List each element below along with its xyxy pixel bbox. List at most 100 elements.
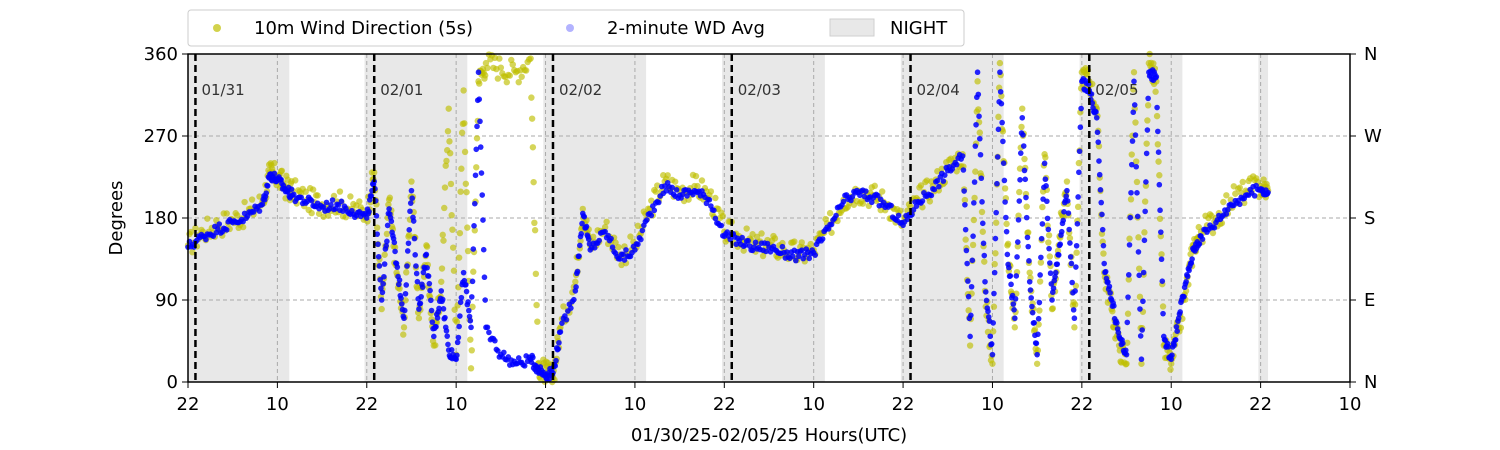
data-point [388,218,395,225]
data-point [1019,105,1026,112]
data-point [379,289,386,296]
data-point [428,307,435,314]
data-point [336,188,344,195]
data-point [1016,165,1024,172]
x-tick-label: 10 [981,394,1004,415]
data-point [470,246,477,252]
data-point [1133,158,1140,165]
data-point [233,212,241,219]
data-point [940,178,947,184]
data-point [1154,104,1160,111]
data-point [1003,228,1010,235]
data-point [673,187,680,193]
data-point [1127,196,1135,203]
data-point [1135,234,1142,241]
data-point [256,208,263,214]
data-point [863,188,869,194]
day-marker-label: 02/01 [380,81,423,99]
data-point [264,183,271,189]
data-point [424,264,430,271]
data-point [469,278,476,285]
data-point [1155,128,1161,135]
data-point [806,255,813,262]
data-point [979,228,986,235]
data-point [1008,281,1014,288]
data-point [904,216,911,223]
data-point [474,123,480,130]
data-point [223,210,230,217]
data-point [965,293,972,300]
data-point [975,106,982,113]
data-point [456,229,464,237]
data-point [953,161,960,168]
data-point [612,239,619,246]
data-point [425,273,432,279]
data-point [652,188,659,195]
data-point [427,287,433,294]
data-point [381,273,387,280]
data-point [553,357,559,364]
data-point [1034,347,1042,354]
data-point [443,157,450,165]
data-point [1135,249,1142,255]
data-point [1167,366,1174,373]
data-point [449,226,456,233]
data-point [1042,176,1049,183]
data-point [391,244,399,251]
data-point [1141,229,1148,236]
data-point [997,69,1003,76]
data-point [807,240,814,248]
data-point [438,288,445,294]
series-wd-avg [185,67,1271,383]
data-point [518,73,525,80]
x-tick-label: 22 [1070,394,1093,415]
data-point [910,207,917,213]
data-point [468,324,474,331]
data-point [1064,187,1070,194]
data-point [1076,169,1082,176]
data-point [1160,310,1166,317]
data-point [1068,260,1075,267]
x-tick-label: 22 [892,394,915,415]
data-point [988,341,995,347]
data-point [1035,331,1041,338]
data-point [1043,183,1049,189]
data-point [938,165,946,173]
data-point [473,164,480,171]
data-point [418,293,424,300]
data-point [1114,320,1120,326]
data-point [458,165,465,172]
data-point [784,249,790,255]
y-tick-label-left: 180 [144,208,178,229]
data-point [1013,273,1020,279]
data-point [1174,328,1180,334]
data-point [458,129,466,136]
data-point [1177,324,1185,331]
data-point [461,148,469,156]
data-point [1145,95,1151,102]
data-point [1101,260,1107,267]
data-point [1067,254,1074,260]
data-point [473,135,481,142]
data-point [556,339,562,346]
data-point [366,208,372,215]
data-point [868,199,875,206]
data-point [445,105,452,112]
data-point [404,263,410,269]
data-point [1131,102,1138,108]
data-point [632,247,638,253]
data-point [457,188,464,195]
data-point [1105,279,1111,285]
data-point [438,278,445,285]
data-point [442,162,449,169]
data-point [1126,242,1133,248]
data-point [758,230,765,237]
data-point [581,213,588,220]
data-point [895,212,902,219]
data-point [976,135,983,142]
data-point [1012,296,1019,302]
data-point [966,342,974,349]
data-point [990,320,997,326]
data-point [1077,124,1084,131]
data-point [1265,189,1271,196]
